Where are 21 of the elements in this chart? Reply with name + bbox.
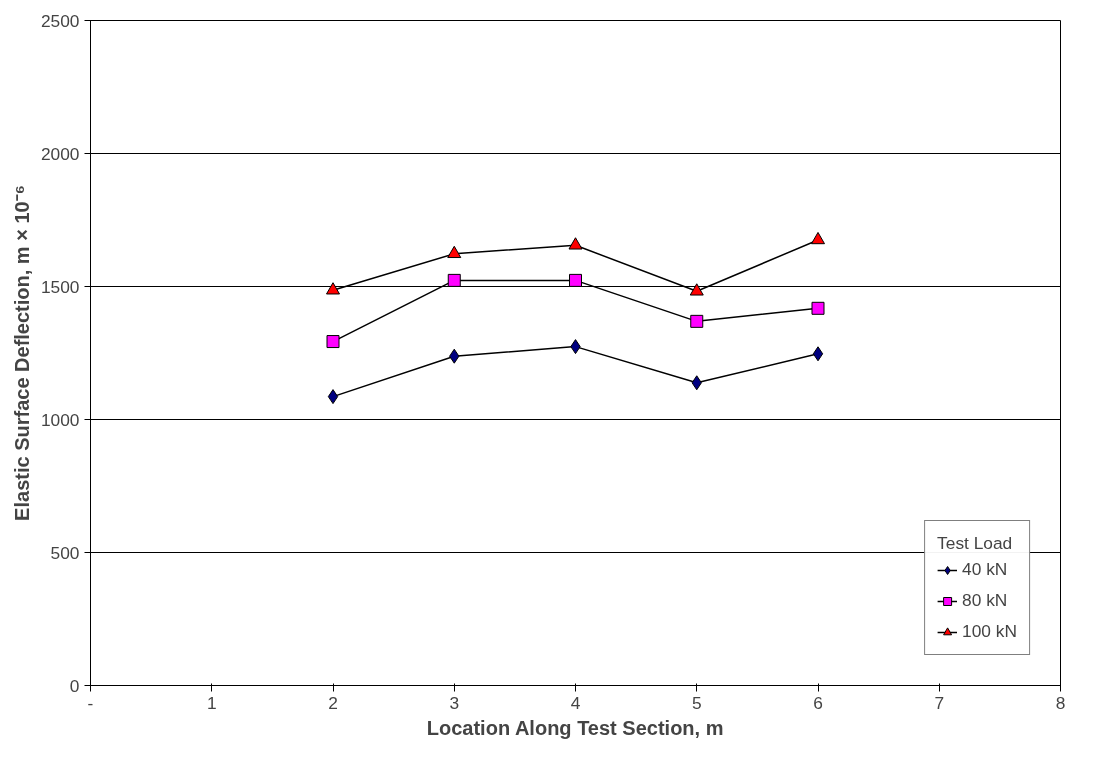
y-tick-label: 2500 bbox=[40, 10, 80, 31]
x-tick-label: 2 bbox=[328, 692, 338, 713]
y-tick-label: 0 bbox=[69, 675, 80, 696]
legend-label: 100 kN bbox=[962, 621, 1017, 642]
y-axis-title: Elastic Surface Deflection, m × 10⁻⁶ bbox=[10, 185, 33, 521]
y-tick-label: 2000 bbox=[40, 143, 80, 164]
y-tick-label: 1000 bbox=[40, 409, 80, 430]
x-axis-title: Location Along Test Section, m bbox=[426, 716, 724, 739]
x-tick-label: 1 bbox=[206, 692, 217, 713]
x-tick-label: 6 bbox=[813, 692, 823, 713]
x-tick-label: - bbox=[87, 692, 94, 713]
x-tick-label: 3 bbox=[449, 692, 460, 713]
y-tick-label: 500 bbox=[50, 542, 80, 563]
legend-label: 80 kN bbox=[962, 590, 1008, 611]
legend-label: 40 kN bbox=[962, 559, 1008, 580]
x-tick-label: 7 bbox=[934, 692, 945, 713]
x-tick-label: 5 bbox=[691, 692, 702, 713]
x-tick-label: 8 bbox=[1055, 692, 1066, 713]
x-tick-label: 4 bbox=[570, 692, 581, 713]
y-tick-label: 1500 bbox=[40, 276, 80, 297]
legend-title: Test Load bbox=[937, 533, 1014, 554]
